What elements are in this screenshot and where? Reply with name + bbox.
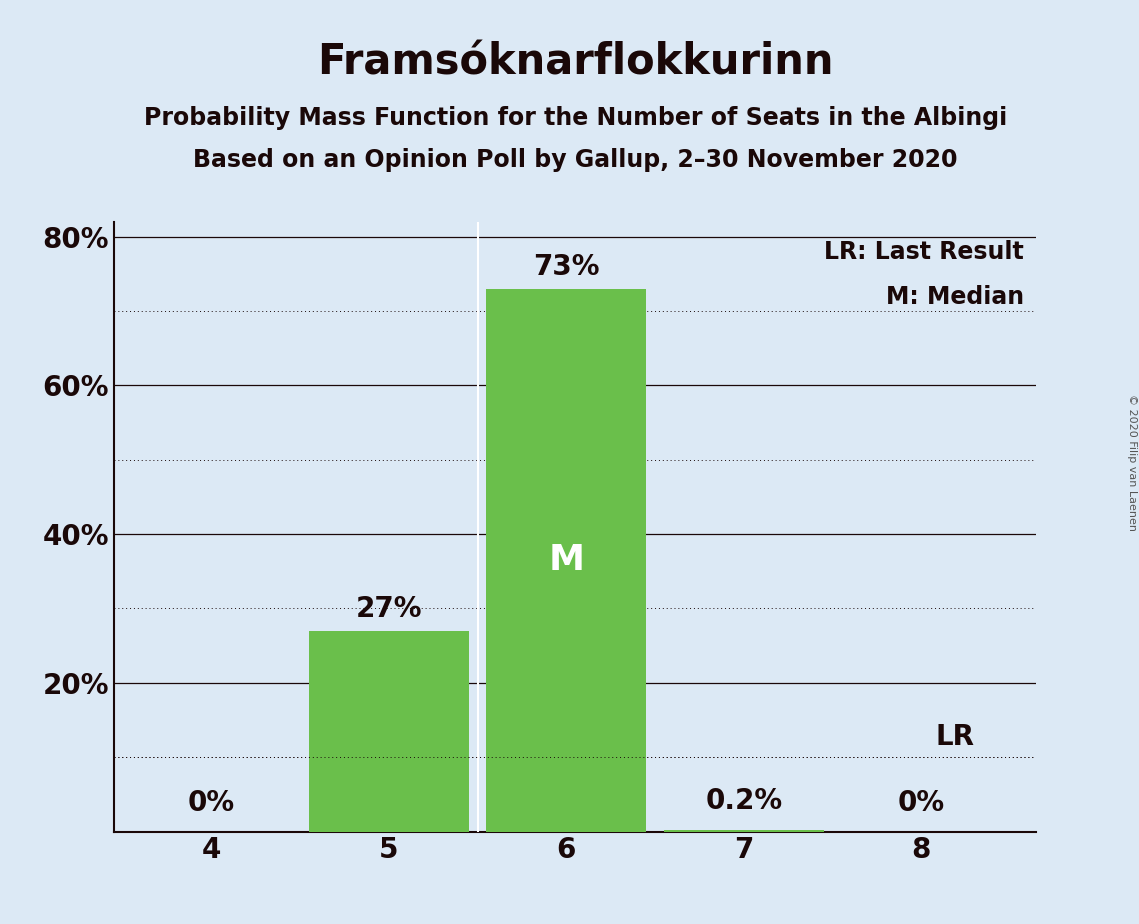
Text: Based on an Opinion Poll by Gallup, 2–30 November 2020: Based on an Opinion Poll by Gallup, 2–30… — [192, 148, 958, 172]
Text: LR: Last Result: LR: Last Result — [825, 240, 1024, 264]
Text: Framsóknarflokkurinn: Framsóknarflokkurinn — [317, 42, 834, 83]
Text: M: Median: M: Median — [886, 285, 1024, 309]
Text: 0%: 0% — [898, 789, 944, 817]
Text: M: M — [548, 543, 584, 578]
Text: © 2020 Filip van Laenen: © 2020 Filip van Laenen — [1126, 394, 1137, 530]
Bar — [664, 830, 823, 832]
Text: 0%: 0% — [188, 789, 235, 817]
Text: LR: LR — [935, 723, 974, 751]
Text: Probability Mass Function for the Number of Seats in the Albingi: Probability Mass Function for the Number… — [144, 106, 1007, 130]
Text: 73%: 73% — [533, 253, 599, 281]
Text: 27%: 27% — [355, 595, 423, 624]
Bar — [309, 631, 469, 832]
Text: 0.2%: 0.2% — [705, 787, 782, 815]
Bar — [486, 288, 646, 832]
